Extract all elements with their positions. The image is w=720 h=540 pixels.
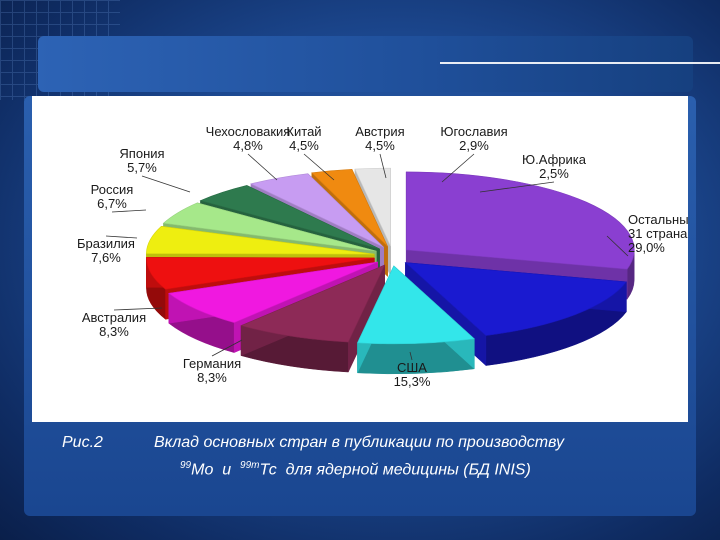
slice-label-text: Югославия 2,9%	[440, 124, 507, 153]
slice-value-label: 2,9%	[459, 138, 489, 153]
leader-line	[441, 153, 475, 183]
slice-label-text: Чехословакия 4,8%	[206, 124, 291, 153]
slice-name-label: Россия	[91, 182, 134, 197]
figure-number: Рис.2	[62, 434, 103, 451]
leader-line	[409, 351, 413, 361]
leader-line	[247, 153, 278, 181]
slice-value-label: 5,7%	[127, 160, 157, 175]
isotope1-mass: 99	[180, 460, 192, 471]
leader-line	[113, 307, 163, 311]
leader-line	[379, 153, 387, 179]
slice-label: Россия 6,7%	[91, 182, 147, 213]
slice-label-text: Япония 5,7%	[119, 146, 164, 175]
slice-value-label: 7,6%	[91, 250, 121, 265]
slice-value-label: 15,3%	[394, 374, 431, 389]
slice-name-label: Ю.Африка	[522, 152, 587, 167]
slice-name-label: Югославия	[440, 124, 507, 139]
leader-line	[303, 153, 335, 181]
slice-name-label: Бразилия	[77, 236, 135, 251]
slice-value-label: 8,3%	[197, 370, 227, 385]
figure-label: Рис.2	[62, 434, 103, 452]
slice-label-text: Бразилия 7,6%	[77, 236, 135, 265]
slice-value-label: 4,5%	[365, 138, 395, 153]
slice-label: Австрия 4,5%	[355, 124, 405, 179]
leader-line	[111, 209, 147, 213]
slice-name-label: Германия	[183, 356, 241, 371]
caption-line-2: 99Мо и 99mТс для ядерной медицины (БД IN…	[180, 460, 531, 479]
pie-slice	[357, 265, 476, 375]
slice-value-label: 4,8%	[233, 138, 263, 153]
slice-label-text: Китай 4,5%	[286, 124, 321, 153]
slice-label: Бразилия 7,6%	[77, 235, 138, 265]
caption-line-1: Вклад основных стран в публикации по про…	[154, 434, 564, 452]
leader-line	[141, 175, 191, 193]
slice-label-text: Австралия 8,3%	[82, 310, 146, 339]
slice-label: США 15,3%	[394, 351, 431, 389]
caption-conjunction: и	[222, 461, 232, 479]
slice-value-label: 29,0%	[628, 240, 665, 255]
slice-label-text: Ю.Африка 2,5%	[522, 152, 587, 181]
slice-label: Германия 8,3%	[183, 339, 243, 385]
decorative-line	[440, 62, 720, 64]
slice-name-label: Чехословакия	[206, 124, 291, 139]
leader-line	[211, 339, 243, 357]
slice-name-label: Австралия	[82, 310, 146, 325]
slice-name-label: Остальные:	[628, 212, 688, 227]
slice-label: Чехословакия 4,8%	[206, 124, 291, 181]
slice-label: Югославия 2,9%	[440, 124, 508, 183]
slice-label: Австралия 8,3%	[82, 307, 163, 339]
slice-label-text: Россия 6,7%	[91, 182, 134, 211]
pie-slice	[240, 264, 386, 373]
slice-name-label: Китай	[286, 124, 321, 139]
decorative-header-band	[38, 36, 693, 92]
isotope1-symbol: Мо	[191, 461, 214, 479]
leader-line	[479, 181, 555, 193]
caption-text-2: для ядерной медицины (БД INIS)	[285, 461, 531, 479]
slice-label: Ю.Африка 2,5%	[479, 152, 587, 193]
slice-value-label: 4,5%	[289, 138, 319, 153]
slice-value-label: 6,7%	[97, 196, 127, 211]
slice-value-label: 8,3%	[99, 324, 129, 339]
caption-text-1: Вклад основных стран в публикации по про…	[154, 434, 564, 451]
slice-name-label: Австрия	[355, 124, 404, 139]
leader-line	[105, 235, 138, 239]
slice-label-text: США 15,3%	[394, 360, 431, 389]
isotope2-mass: 99m	[240, 460, 260, 471]
slice-label-text: Германия 8,3%	[183, 356, 241, 385]
slice-label: Китай 4,5%	[286, 124, 335, 181]
slice-name-label: 31 страна	[628, 226, 688, 241]
slice-label: Япония 5,7%	[119, 146, 191, 193]
isotope2-symbol: Тс	[259, 461, 277, 479]
slice-value-label: 2,5%	[539, 166, 569, 181]
slice-name-label: США	[397, 360, 427, 375]
slice-label-text: Австрия 4,5%	[355, 124, 404, 153]
leader-line	[606, 235, 629, 257]
slice-name-label: Япония	[119, 146, 164, 161]
